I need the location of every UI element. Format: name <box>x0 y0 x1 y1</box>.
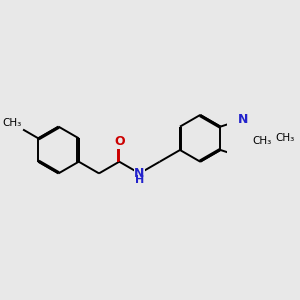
Text: H: H <box>135 175 144 185</box>
Text: O: O <box>114 135 124 148</box>
Text: CH₃: CH₃ <box>275 133 294 143</box>
Text: N: N <box>238 113 248 126</box>
Text: N: N <box>134 167 145 180</box>
Text: CH₃: CH₃ <box>2 118 21 128</box>
Text: CH₃: CH₃ <box>253 136 272 146</box>
